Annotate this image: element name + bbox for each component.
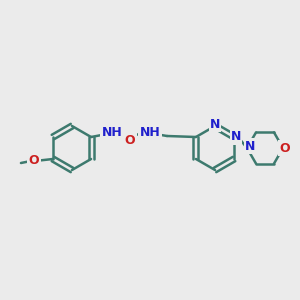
Text: N: N [245,140,255,152]
Text: O: O [125,134,135,148]
Text: O: O [28,154,39,166]
Text: N: N [231,130,241,143]
Text: O: O [280,142,290,154]
Text: NH: NH [102,127,122,140]
Text: N: N [210,118,220,130]
Text: NH: NH [140,127,160,140]
